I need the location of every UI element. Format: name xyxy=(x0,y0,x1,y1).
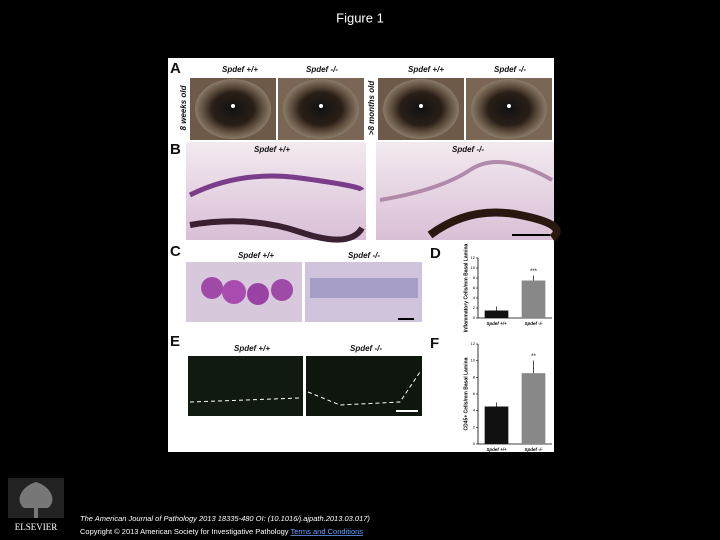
bar xyxy=(484,406,509,444)
panel-header: Spdef +/+ xyxy=(408,65,444,74)
y-tick-label: 4 xyxy=(473,295,476,300)
panel-label: C xyxy=(170,243,181,260)
panel-label: F xyxy=(430,335,439,352)
histology-images xyxy=(186,262,422,322)
significance: *** xyxy=(530,269,538,275)
panel-label: E xyxy=(170,333,180,350)
panel-header: Spdef +/+ xyxy=(238,251,274,260)
panel-label: A xyxy=(170,60,181,77)
panel-header: Spdef +/+ xyxy=(234,344,270,353)
panel-label: D xyxy=(430,245,441,262)
eye-images xyxy=(190,78,552,140)
y-tick-label: 0 xyxy=(473,315,476,320)
y-tick-label: 0 xyxy=(473,441,476,446)
terms-link[interactable]: Terms and Conditions xyxy=(291,527,364,536)
bar xyxy=(521,373,546,444)
histology-images xyxy=(186,142,561,243)
logo-tree xyxy=(19,482,53,518)
citation: The American Journal of Pathology 2013 1… xyxy=(80,514,370,523)
panel-header: Spdef +/+ xyxy=(222,65,258,74)
x-tick-label: Spdef -/- xyxy=(525,321,543,326)
age-label: >8 months old xyxy=(367,80,376,136)
copyright-text: Copyright © 2013 American Society for In… xyxy=(80,527,289,536)
y-tick-label: 10 xyxy=(471,358,476,363)
y-tick-label: 4 xyxy=(473,408,476,413)
significance: ** xyxy=(531,354,536,360)
y-tick-label: 12 xyxy=(471,341,476,346)
bar xyxy=(521,280,546,318)
panel-header: Spdef -/- xyxy=(348,251,380,260)
age-label: 8 weeks old xyxy=(179,84,188,130)
panel-header: Spdef -/- xyxy=(494,65,526,74)
x-tick-label: Spdef +/+ xyxy=(486,321,507,326)
slide-title: Figure 1 xyxy=(336,10,384,25)
y-axis-label: Inflammatory Cells/mm Basal Lamina xyxy=(463,243,469,332)
fluorescence-images xyxy=(188,356,422,416)
y-tick-label: 2 xyxy=(473,424,476,429)
x-tick-label: Spdef -/- xyxy=(525,447,543,452)
panel-header: Spdef -/- xyxy=(306,65,338,74)
y-tick-label: 8 xyxy=(473,275,476,280)
panel-header: Spdef +/+ xyxy=(254,145,290,154)
y-tick-label: 2 xyxy=(473,305,476,310)
panel-label: B xyxy=(170,141,181,158)
y-tick-label: 6 xyxy=(473,285,476,290)
y-tick-label: 10 xyxy=(471,265,476,270)
x-tick-label: Spdef +/+ xyxy=(486,447,507,452)
y-axis-label: CD45+ Cells/mm Basal Lamina xyxy=(463,357,469,430)
y-tick-label: 8 xyxy=(473,374,476,379)
bar xyxy=(484,310,509,318)
panel-header: Spdef -/- xyxy=(350,344,382,353)
copyright: Copyright © 2013 American Society for In… xyxy=(80,527,363,536)
y-tick-label: 6 xyxy=(473,391,476,396)
panel-header: Spdef -/- xyxy=(452,145,484,154)
y-tick-label: 12 xyxy=(471,255,476,260)
publisher-name: ELSEVIER xyxy=(15,522,58,532)
